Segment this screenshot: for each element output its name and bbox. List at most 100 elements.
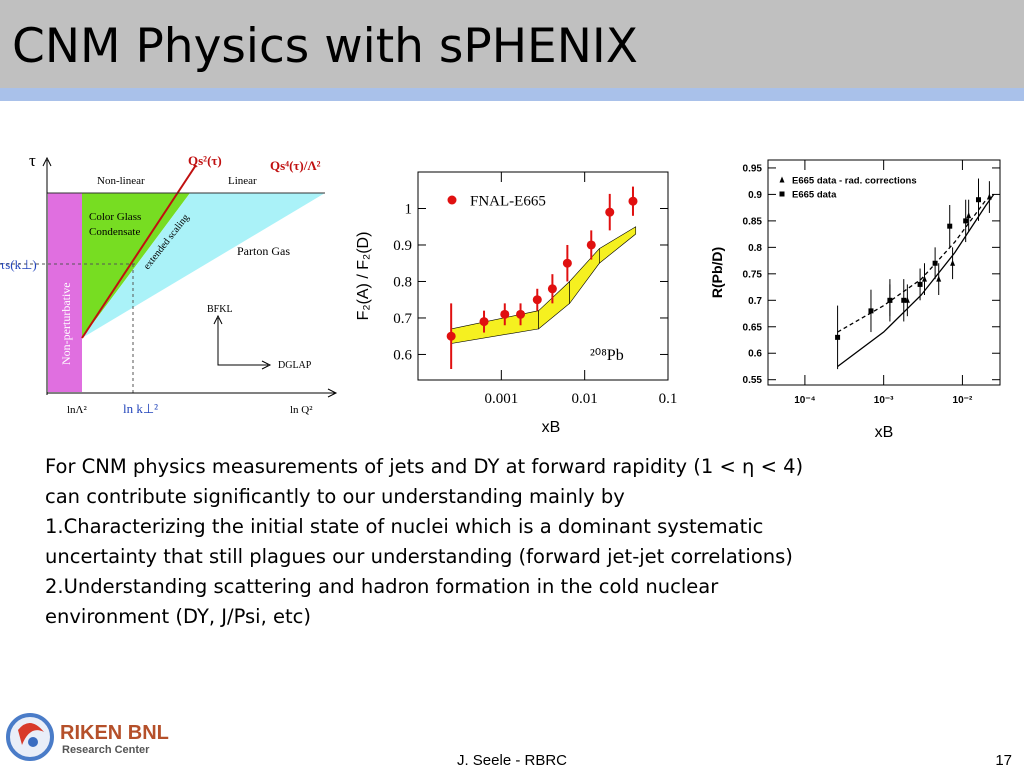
band [599,226,637,264]
axis-label: ln k⊥² [123,401,158,416]
axis-label: lnΛ² [67,404,88,416]
body-line: can contribute significantly to our unde… [45,485,625,508]
point [868,308,874,314]
point [986,193,992,200]
label: Color Glass [89,211,141,223]
legend-marker [779,191,785,197]
y-tick-label: 0.95 [743,163,763,174]
x-axis-label: xB [875,424,894,441]
body-line: uncertainty that still plagues our under… [45,545,793,568]
point [479,317,489,327]
label: Qs⁴(τ)/Λ² [270,158,321,173]
point [562,258,572,268]
y-tick-label: 1 [405,202,413,218]
x-tick-label: 0.01 [572,391,598,407]
x-tick-label: 0.1 [659,391,678,407]
label: Parton Gas [237,244,290,258]
label: Linear [228,175,257,187]
arrow [327,388,338,398]
title-bar [0,0,1024,88]
y-tick-label: 0.7 [748,296,762,307]
point [966,212,972,219]
label: BFKL [207,304,233,315]
x-tick-label: 10⁻² [953,395,973,406]
plot-frame [417,171,669,381]
legend-label: FNAL-E665 [470,193,546,209]
point [605,207,615,217]
point [628,196,638,206]
y-tick-label: 0.6 [393,348,412,364]
label: Condensate [89,226,140,238]
legend-marker [447,195,457,205]
point [950,259,956,266]
point [932,260,938,266]
logo-text: RIKEN BNL [60,722,169,744]
fit-line [837,199,987,333]
body-line: environment (DY, J/Psi, etc) [45,605,311,628]
footer-author: J. Seele - RBRC [457,752,567,768]
point [947,223,953,229]
arrow [217,318,268,366]
y-tick-label: 0.9 [748,190,762,201]
region [82,193,325,338]
title-stripe [0,88,1024,101]
y-tick-label: 0.8 [748,243,762,254]
arrow [42,156,52,167]
body-line: 1.Characterizing the initial state of nu… [45,515,763,538]
y-tick-label: 0.65 [743,322,763,333]
legend-label: E665 data - rad. corrections [792,176,917,187]
x-axis-label: xB [542,419,561,436]
fit-line [837,194,995,367]
band [450,310,539,344]
slide-title: CNM Physics with sPHENIX [12,19,638,74]
point [547,284,557,294]
annotation: ²⁰⁸Pb [590,347,624,364]
axis-label: ln Q² [290,404,313,416]
page-number: 17 [995,752,1012,768]
legend-label: E665 data [792,190,837,201]
y-tick-label: 0.9 [393,238,412,254]
label: DGLAP [278,360,312,371]
arrow [213,314,223,325]
x-tick-label: 10⁻⁴ [794,395,815,406]
point [901,297,907,303]
x-tick-label: 0.001 [484,391,518,407]
point [835,334,841,340]
y-tick-label: 0.8 [393,275,412,291]
y-tick-label: 0.6 [748,349,762,360]
diagram: τ Qs²(τ) Qs⁴(τ)/Λ² Non-linear Linear Col… [0,151,338,416]
y-axis-label: R(Pb/D) [709,247,725,298]
point [975,197,981,203]
y-tick-label: 0.7 [393,311,412,327]
body-text: For CNM physics measurements of jets and… [45,455,803,628]
point [963,218,969,224]
y-tick-label: 0.75 [743,269,763,280]
logo-subtext: Research Center [62,744,150,756]
label: τs(k⊥) [0,257,37,272]
point [887,297,893,303]
arrow [261,360,272,370]
boundary [81,164,197,339]
label: Non-linear [97,175,145,187]
y-tick-label: 0.55 [743,375,763,386]
y-tick-label: 0.85 [743,216,763,227]
region [48,193,82,392]
point [586,240,596,250]
point [500,309,510,319]
logo-mark [6,713,54,761]
body-line: 2.Understanding scattering and hadron fo… [45,575,719,598]
point [936,275,942,282]
logo-mark [18,722,44,745]
x-tick-label: 10⁻³ [874,395,894,406]
body-line: For CNM physics measurements of jets and… [45,455,803,478]
axis-label: τ [29,151,36,170]
logo-mark [28,737,38,747]
point [446,331,456,341]
point [917,281,923,287]
label: Qs²(τ) [188,153,222,168]
legend-marker [779,176,785,183]
y-axis-label: F₂(A) / F₂(D) [355,232,372,321]
logo: RIKEN BNL Research Center [6,713,169,761]
